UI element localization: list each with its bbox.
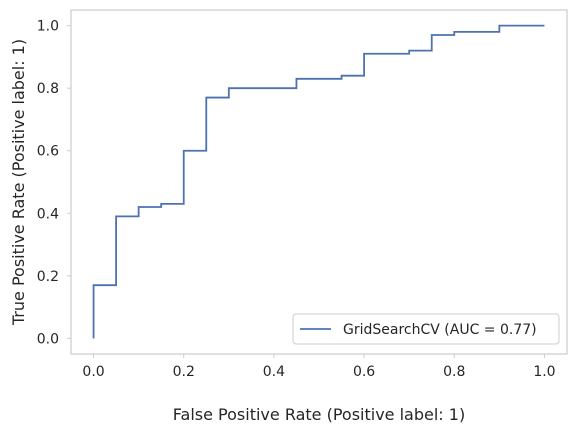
y-tick-label: 0.6 bbox=[37, 144, 59, 160]
x-tick-label: 0.4 bbox=[263, 364, 285, 380]
x-tick-label: 0.6 bbox=[353, 364, 375, 380]
plot-frame bbox=[70, 9, 568, 355]
y-tick-label: 0.2 bbox=[37, 269, 59, 285]
x-tick-label: 0.8 bbox=[443, 364, 465, 380]
legend: GridSearchCV (AUC = 0.77) bbox=[292, 313, 560, 345]
y-axis-label: True Positive Rate (Positive label: 1) bbox=[9, 39, 28, 326]
y-tick-label: 0.4 bbox=[37, 206, 59, 222]
y-axis-ticks: 0.0 0.2 0.4 0.6 0.8 1.0 bbox=[37, 19, 71, 347]
legend-box bbox=[292, 313, 560, 345]
legend-entry: GridSearchCV (AUC = 0.77) bbox=[343, 322, 537, 338]
y-tick-label: 0.0 bbox=[37, 331, 59, 347]
x-axis-ticks: 0.0 0.2 0.4 0.6 0.8 1.0 bbox=[82, 354, 556, 380]
x-tick-label: 1.0 bbox=[533, 364, 555, 380]
x-axis-label: False Positive Rate (Positive label: 1) bbox=[173, 405, 465, 424]
x-tick-label: 0.2 bbox=[173, 364, 195, 380]
y-tick-label: 1.0 bbox=[37, 19, 59, 35]
x-tick-label: 0.0 bbox=[82, 364, 104, 380]
y-tick-label: 0.8 bbox=[37, 81, 59, 97]
roc-curve-line bbox=[92, 24, 545, 339]
